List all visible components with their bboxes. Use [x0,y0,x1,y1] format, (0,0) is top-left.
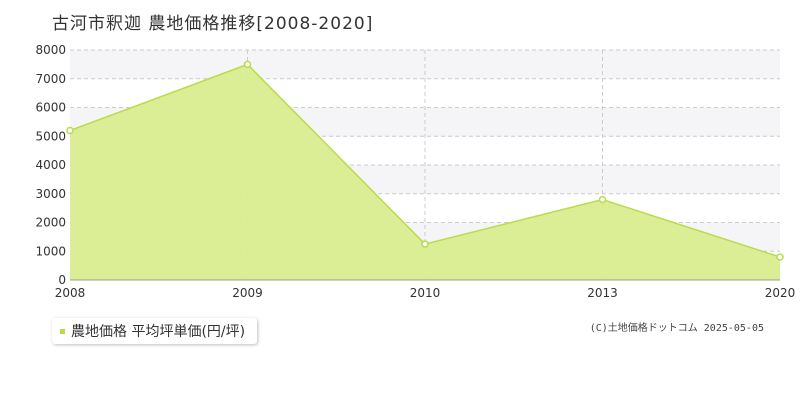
chart-title: 古河市釈迦 農地価格推移[2008-2020] [52,14,374,34]
data-point [421,240,429,248]
y-tick-label: 2000 [35,216,66,230]
y-tick-label: 4000 [35,158,66,172]
y-tick-label: 6000 [35,101,66,115]
y-tick-label: 0 [58,273,66,287]
legend-label: 農地価格 平均坪単価(円/坪) [71,324,246,340]
y-tick-label: 7000 [35,72,66,86]
y-tick-label: 1000 [35,244,66,258]
data-point [776,253,784,261]
legend: 農地価格 平均坪単価(円/坪) [52,318,258,344]
legend-swatch [60,328,65,334]
x-axis-ticks: 2008 2009 2010 2013 2020 [55,286,796,300]
x-tick-label: 2010 [410,286,441,300]
y-tick-label: 8000 [35,43,66,57]
x-tick-label: 2009 [232,286,263,300]
data-point [598,195,607,204]
x-tick-label: 2020 [765,286,796,300]
y-tick-label: 3000 [35,187,66,201]
copyright-text: (C)土地価格ドットコム 2025-05-05 [589,323,764,334]
x-tick-label: 2013 [587,286,618,300]
series-area [70,64,780,280]
series-points [66,60,784,261]
y-axis-ticks: 0 1000 2000 3000 4000 5000 6000 7000 8000 [35,43,66,287]
x-tick-label: 2008 [55,286,86,300]
data-point [243,60,252,69]
data-point [66,126,74,135]
y-tick-label: 5000 [35,129,66,143]
